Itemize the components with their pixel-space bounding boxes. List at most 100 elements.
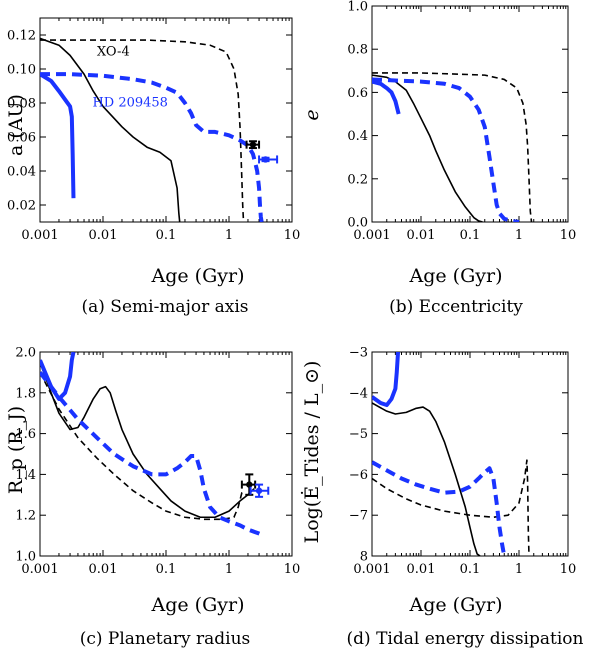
panel-b-caption: (b) Eccentricity [389,297,523,317]
series-line [40,72,76,199]
x-ticks: 0.001 0.01 0.1 1 10 [21,18,300,243]
panel-d: 0.001 0.01 0.1 1 10 8 −7 −6 −5 −4 −3 Age (Gyr) Log… [300,346,584,650]
x-tick-label: 0.01 [89,228,118,243]
x-tick-label: 10 [284,562,301,577]
x-tick-label: 0.01 [407,562,436,577]
series-line [372,79,401,115]
x-tick-label: 1 [225,228,233,243]
y-tick-label: 1.8 [15,386,36,401]
series-line [372,352,401,408]
x-tick-label: 0.01 [89,562,118,577]
y-tick-label: 0.2 [347,172,368,187]
x-tick-label: 0.1 [156,228,177,243]
panel-b-ylabel: e [301,109,323,120]
x-tick-label: 0.01 [407,228,436,243]
point-marker [255,487,263,494]
x-tick-label: 1 [515,228,523,243]
x-tick-label: 0.001 [21,562,58,577]
data-point [245,140,261,150]
panel-a-xlabel: Age (Gyr) [151,265,245,287]
panel-c-caption: (c) Planetary radius [80,629,251,649]
y-tick-label: 1.2 [15,509,36,524]
y-tick-label: 0.02 [7,199,36,214]
series-group [372,352,530,556]
panel-c-ylabel: R_p (R_J) [5,406,27,494]
annotation-label: XO-4 [97,44,130,59]
x-tick-label: 1 [225,562,233,577]
panel-a-ylabel: a (AU) [5,94,27,156]
x-tick-label: 10 [284,228,301,243]
y-ticks: 0.0 0.2 0.4 0.6 0.8 1.0 [347,0,568,231]
y-tick-label: 1.0 [15,550,36,565]
y-tick-label: 0.6 [347,86,368,101]
y-tick-label: 1.4 [15,468,36,483]
y-tick-label: −6 [349,468,368,483]
series-line [40,361,255,519]
y-tick-label: −3 [349,346,368,361]
y-tick-label: 0.06 [7,131,36,146]
data-point [258,155,279,164]
y-tick-label: −5 [349,427,368,442]
x-tick-label: 0.1 [460,562,481,577]
series-group [40,37,264,222]
panel-b-xlabel: Age (Gyr) [409,265,503,287]
y-tick-label: 0.12 [7,29,36,44]
series-line [40,37,181,222]
x-tick-label: 10 [560,562,577,577]
series-group [372,72,533,222]
series-line [372,460,507,556]
x-tick-label: 0.001 [353,562,390,577]
panel-c-xlabel: Age (Gyr) [151,594,245,616]
series-line [40,39,245,222]
data-point [249,483,270,498]
x-ticks: 0.001 0.01 0.1 1 10 [353,6,576,243]
series-line [372,77,520,222]
panel-b: 0.001 0.01 0.1 1 10 0.0 0.2 0.4 0.6 0.8 1.0 Age (G… [301,0,576,317]
plot-frame [39,17,293,223]
y-tick-label: 0.8 [347,43,368,58]
plot-frame [39,351,293,557]
point-marker [262,156,269,163]
series-line [372,459,530,556]
y-tick-label: 2.0 [15,346,36,361]
y-tick-label: 1.6 [15,427,36,442]
panel-d-caption: (d) Tidal energy dissipation [347,629,584,649]
x-ticks: 0.001 0.01 0.1 1 10 [21,352,300,577]
y-tick-label: −7 [349,509,368,524]
x-tick-label: 0.001 [21,228,58,243]
x-tick-label: 10 [560,228,577,243]
y-tick-label: 0.08 [7,97,36,112]
point-marker [246,481,253,488]
series-line [372,72,533,222]
x-tick-label: 1 [515,562,523,577]
y-tick-label: 0.4 [347,129,368,144]
y-ticks: 8 −7 −6 −5 −4 −3 [349,346,568,565]
series-line [372,402,481,556]
y-tick-label: 8 [360,550,368,565]
y-ticks: 1.0 1.2 1.4 1.6 1.8 2.0 [15,346,292,565]
x-tick-label: 0.001 [353,228,390,243]
panel-a-caption: (a) Semi-major axis [82,297,249,317]
x-tick-label: 0.1 [460,228,481,243]
series-line [40,72,264,222]
y-tick-label: −4 [349,386,368,401]
y-ticks: 0.02 0.04 0.06 0.08 0.10 0.12 [7,29,292,214]
y-tick-label: 0.10 [7,63,36,78]
panel-d-ylabel: Log(Ė_Tides / L_⊙) [300,361,323,544]
plot-frame [371,5,569,223]
x-ticks: 0.001 0.01 0.1 1 10 [353,352,576,577]
series-line [40,371,265,538]
y-tick-label: 0.0 [347,216,368,231]
panel-d-xlabel: Age (Gyr) [409,594,503,616]
panel-c: 0.001 0.01 0.1 1 10 1.0 1.2 1.4 1.6 1.8 2.0 Age (G… [5,346,300,650]
point-marker [249,141,257,148]
series-group [40,352,265,538]
y-tick-label: 1.0 [347,0,368,15]
panel-a: 0.001 0.01 0.1 1 10 0.02 0.04 0.06 0.08 0.10 0.12 X… [5,17,300,317]
x-tick-label: 0.1 [156,562,177,577]
data-point [240,473,257,496]
annotation-label: HD 209458 [92,95,168,110]
series-line [372,74,483,222]
y-tick-label: 0.04 [7,165,36,180]
